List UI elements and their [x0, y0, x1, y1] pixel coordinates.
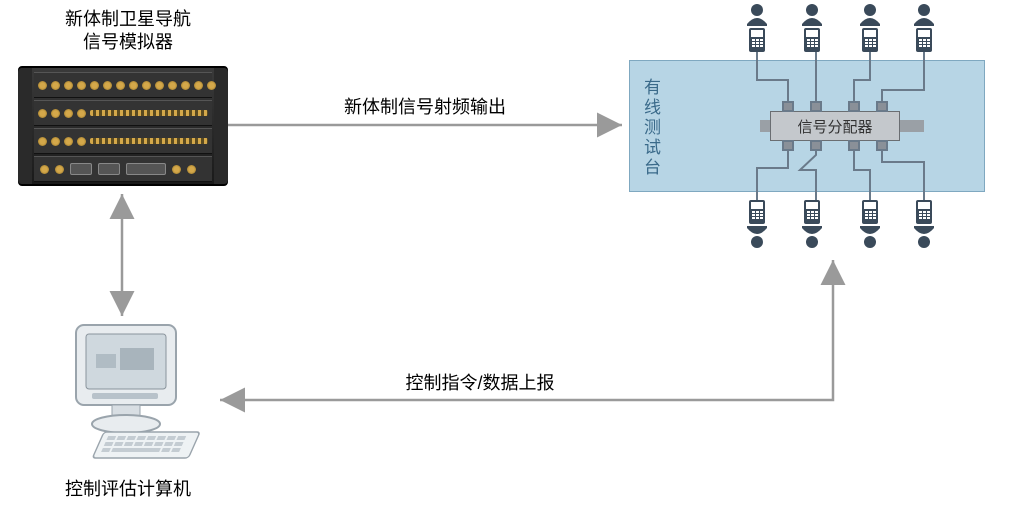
- control-data-label: 控制指令/数据上报: [330, 372, 630, 395]
- control-data-arrow: [0, 0, 1020, 516]
